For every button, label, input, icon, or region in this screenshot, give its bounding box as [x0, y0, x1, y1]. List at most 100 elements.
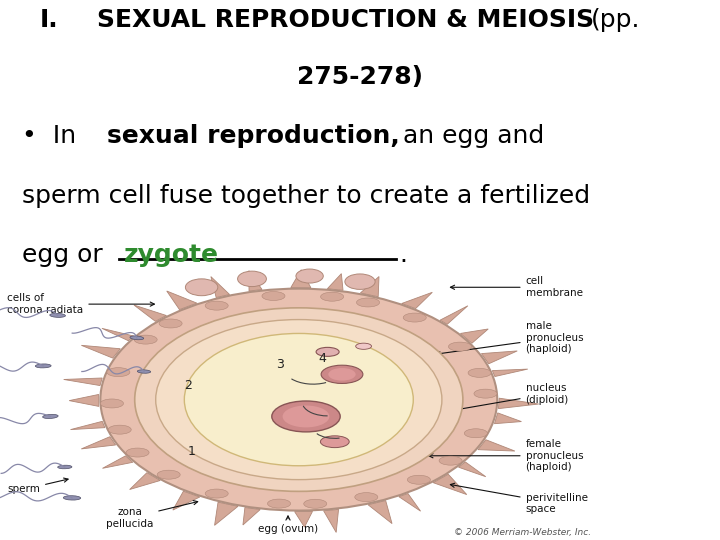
PathPatch shape — [440, 306, 468, 325]
Ellipse shape — [135, 308, 463, 491]
Ellipse shape — [50, 313, 66, 318]
PathPatch shape — [461, 329, 488, 343]
Ellipse shape — [304, 500, 327, 508]
Ellipse shape — [63, 496, 81, 500]
Text: 2: 2 — [184, 379, 192, 392]
PathPatch shape — [215, 502, 238, 525]
Ellipse shape — [283, 406, 329, 427]
Text: an egg and: an egg and — [395, 124, 544, 148]
Ellipse shape — [108, 425, 131, 434]
Ellipse shape — [328, 368, 356, 381]
Ellipse shape — [205, 489, 228, 498]
Ellipse shape — [238, 271, 266, 287]
PathPatch shape — [459, 462, 486, 477]
PathPatch shape — [402, 292, 432, 308]
PathPatch shape — [495, 413, 521, 424]
Ellipse shape — [355, 492, 378, 502]
Ellipse shape — [130, 336, 144, 340]
Text: •  In: • In — [22, 124, 84, 148]
Ellipse shape — [345, 274, 375, 289]
Text: zygote: zygote — [124, 243, 219, 267]
Ellipse shape — [356, 343, 372, 349]
Text: (pp.: (pp. — [590, 8, 640, 32]
PathPatch shape — [399, 494, 420, 511]
Ellipse shape — [439, 456, 462, 465]
PathPatch shape — [492, 369, 528, 376]
PathPatch shape — [294, 511, 312, 527]
Ellipse shape — [272, 401, 340, 432]
PathPatch shape — [167, 291, 197, 309]
PathPatch shape — [81, 346, 120, 358]
Ellipse shape — [449, 342, 472, 351]
Ellipse shape — [316, 347, 339, 356]
PathPatch shape — [249, 271, 262, 291]
Text: zona
pellucida: zona pellucida — [106, 501, 198, 529]
Ellipse shape — [268, 499, 291, 508]
PathPatch shape — [130, 472, 161, 489]
Text: egg or: egg or — [22, 243, 102, 267]
Ellipse shape — [320, 292, 343, 301]
Text: 4: 4 — [318, 352, 325, 365]
PathPatch shape — [69, 394, 99, 407]
PathPatch shape — [134, 305, 166, 321]
Ellipse shape — [468, 368, 491, 377]
PathPatch shape — [102, 456, 132, 468]
Ellipse shape — [35, 364, 51, 368]
PathPatch shape — [71, 421, 105, 430]
Ellipse shape — [156, 320, 442, 480]
PathPatch shape — [482, 351, 517, 364]
Text: sexual reproduction,: sexual reproduction, — [107, 124, 400, 148]
Ellipse shape — [134, 335, 157, 344]
Ellipse shape — [58, 465, 72, 469]
PathPatch shape — [433, 474, 467, 495]
PathPatch shape — [328, 274, 343, 291]
Text: sperm cell fuse together to create a fertilized: sperm cell fuse together to create a fer… — [22, 184, 590, 207]
PathPatch shape — [361, 276, 379, 297]
Text: perivitelline
space: perivitelline space — [451, 483, 588, 514]
Ellipse shape — [100, 288, 498, 511]
PathPatch shape — [478, 440, 515, 451]
Ellipse shape — [356, 298, 379, 307]
Text: I.: I. — [40, 8, 58, 32]
PathPatch shape — [291, 270, 311, 288]
PathPatch shape — [173, 491, 199, 510]
Ellipse shape — [100, 399, 123, 408]
Text: sperm: sperm — [7, 478, 68, 495]
Text: egg (ovum): egg (ovum) — [258, 516, 318, 535]
Ellipse shape — [262, 292, 285, 300]
PathPatch shape — [81, 437, 116, 449]
PathPatch shape — [211, 276, 230, 298]
Ellipse shape — [320, 436, 349, 448]
Text: cell
membrane: cell membrane — [451, 276, 582, 298]
Text: SEXUAL REPRODUCTION & MEIOSIS: SEXUAL REPRODUCTION & MEIOSIS — [97, 8, 594, 32]
Ellipse shape — [184, 333, 413, 466]
Text: nucleus
(diploid): nucleus (diploid) — [422, 383, 569, 417]
PathPatch shape — [368, 501, 392, 524]
Ellipse shape — [205, 301, 228, 310]
Ellipse shape — [126, 448, 149, 457]
Ellipse shape — [474, 389, 497, 398]
Ellipse shape — [138, 370, 150, 373]
Ellipse shape — [403, 313, 426, 322]
Ellipse shape — [464, 429, 487, 438]
PathPatch shape — [63, 378, 102, 386]
Ellipse shape — [186, 279, 218, 296]
Ellipse shape — [408, 475, 431, 484]
Ellipse shape — [42, 414, 58, 418]
Text: 275-278): 275-278) — [297, 65, 423, 89]
Ellipse shape — [159, 319, 182, 328]
Text: .: . — [400, 243, 408, 267]
Ellipse shape — [296, 269, 323, 283]
PathPatch shape — [102, 328, 134, 341]
Text: © 2006 Merriam-Webster, Inc.: © 2006 Merriam-Webster, Inc. — [454, 528, 590, 537]
PathPatch shape — [243, 508, 260, 525]
Text: male
pronucleus
(haploid): male pronucleus (haploid) — [436, 321, 583, 356]
Text: 3: 3 — [276, 357, 284, 370]
Text: female
pronucleus
(haploid): female pronucleus (haploid) — [429, 439, 583, 472]
PathPatch shape — [498, 398, 539, 409]
PathPatch shape — [323, 509, 338, 532]
Text: cells of
corona radiata: cells of corona radiata — [7, 293, 154, 315]
Ellipse shape — [107, 368, 130, 376]
Text: 1: 1 — [188, 445, 196, 458]
Ellipse shape — [321, 365, 363, 383]
